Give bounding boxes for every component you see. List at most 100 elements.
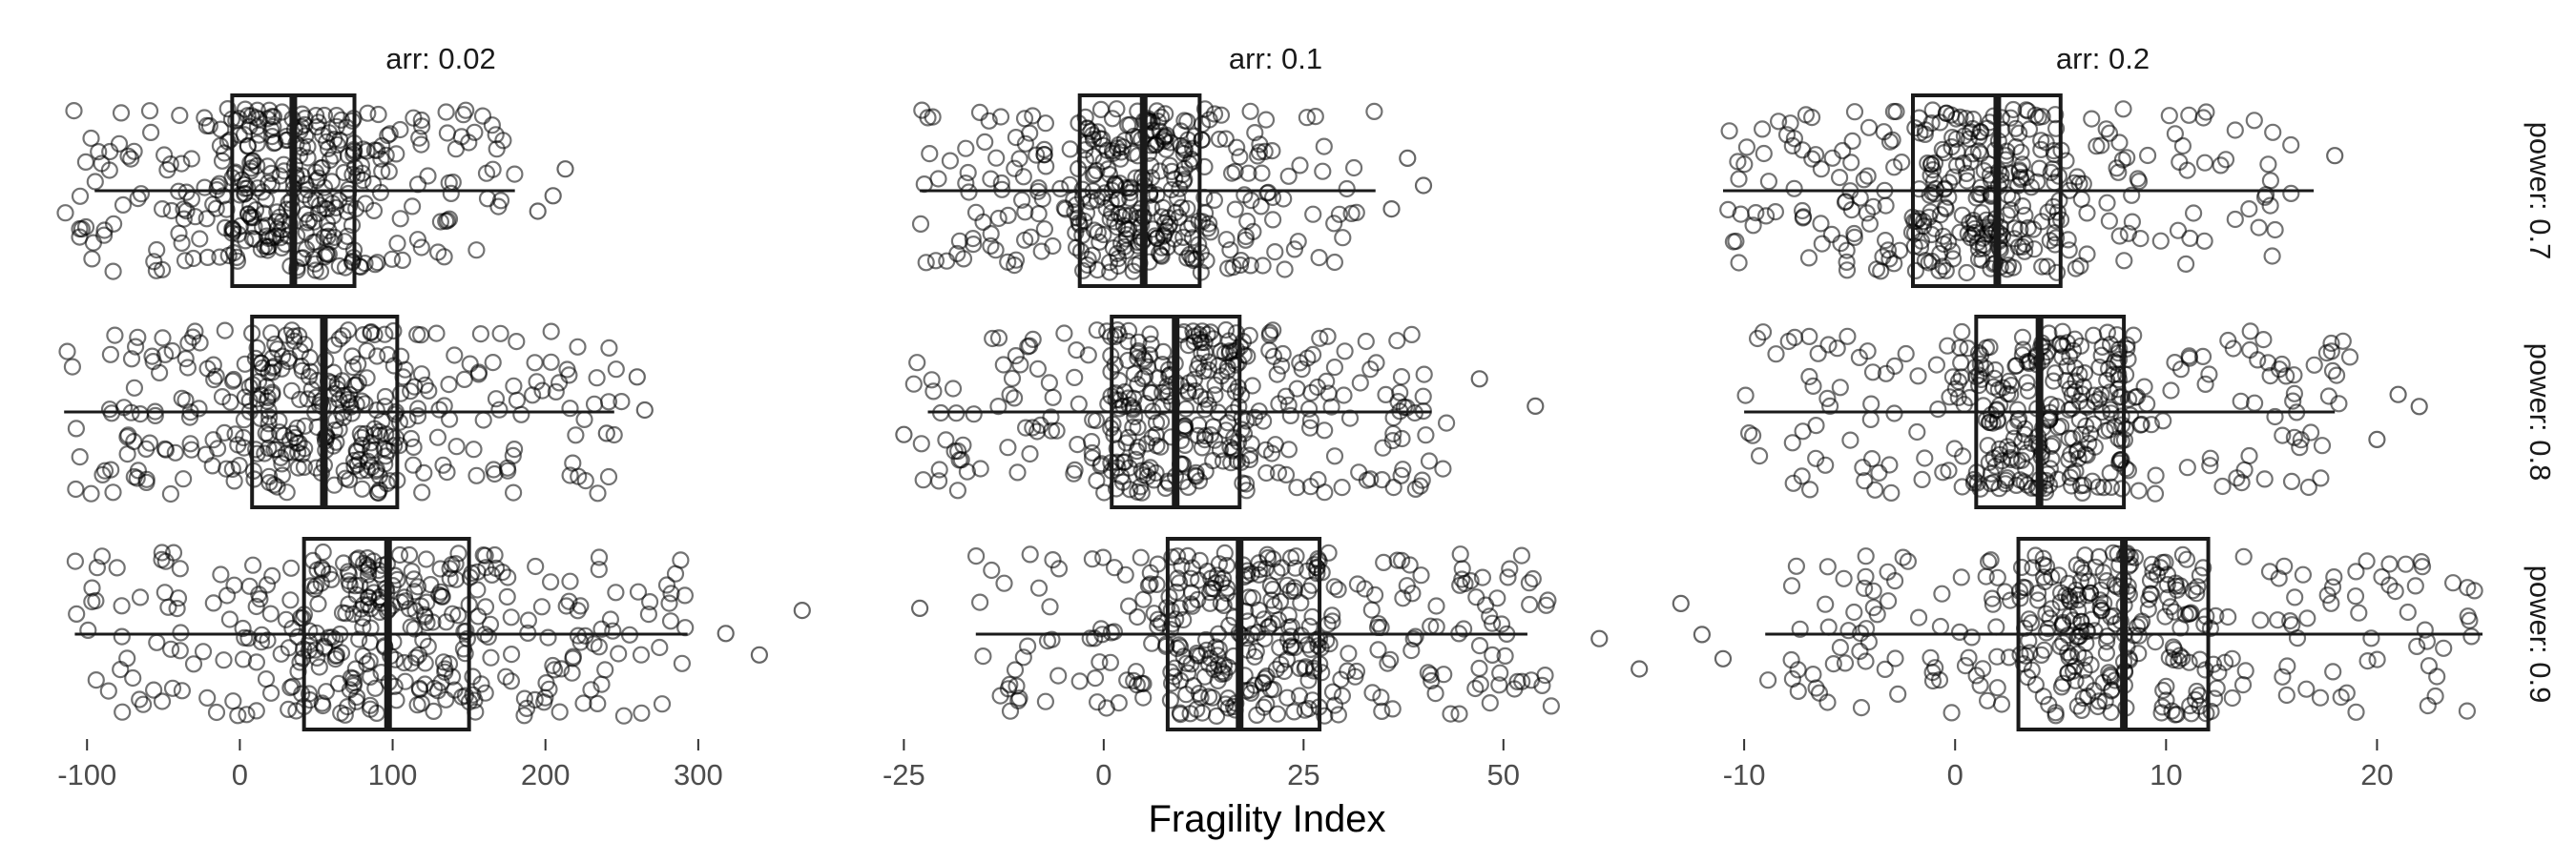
data-point (2282, 184, 2300, 202)
data-point (1851, 642, 1869, 661)
data-point (220, 610, 239, 628)
data-point (114, 399, 134, 417)
data-point (356, 255, 374, 273)
data-point (1755, 144, 1773, 163)
data-point (266, 134, 284, 152)
data-point (1308, 630, 1326, 649)
data-point (1794, 209, 1812, 227)
data-point (2098, 571, 2116, 590)
data-point (1304, 205, 1322, 223)
data-point (260, 415, 278, 433)
data-point (1121, 115, 1139, 134)
data-point (181, 435, 199, 453)
data-point (957, 175, 975, 193)
data-point (95, 221, 114, 239)
data-point (1877, 196, 1895, 215)
data-point (1906, 119, 1924, 137)
data-point (1392, 551, 1411, 569)
data-point (173, 154, 191, 173)
data-point (345, 451, 364, 470)
data-point (68, 605, 86, 624)
data-point (1834, 141, 1852, 160)
data-point (1044, 550, 1062, 569)
data-point (1925, 219, 1943, 237)
data-point (392, 347, 410, 365)
data-point (1174, 228, 1193, 246)
data-point (590, 561, 608, 579)
data-point (1316, 421, 1334, 440)
data-point (2090, 390, 2109, 408)
data-point (657, 576, 676, 594)
data-point (964, 230, 982, 248)
data-point (1990, 440, 2008, 458)
data-point (1492, 615, 1511, 633)
data-point (2334, 332, 2352, 350)
data-point (487, 390, 506, 408)
x-tick-label: 0 (1095, 758, 1111, 791)
data-point (1163, 162, 1181, 180)
data-point (2091, 591, 2109, 609)
data-point (1937, 199, 1955, 217)
data-point (173, 234, 191, 252)
column-strip-label: arr: 0.02 (385, 42, 495, 75)
data-point (380, 162, 398, 180)
data-point (1974, 229, 1992, 247)
data-point (2166, 125, 2184, 143)
data-point (2346, 587, 2365, 606)
data-point (2047, 263, 2067, 281)
data-point (1100, 166, 1119, 184)
data-point (1947, 130, 1965, 148)
data-point (1210, 130, 1229, 149)
data-point (1426, 684, 1444, 703)
data-point (1083, 550, 1102, 568)
data-point (1484, 646, 1502, 665)
data-point (335, 163, 353, 182)
data-point (2053, 322, 2071, 340)
data-point (1373, 702, 1391, 721)
data-point (2368, 650, 2386, 668)
data-point (366, 679, 384, 697)
data-point (1971, 355, 1989, 373)
data-point (1005, 389, 1024, 407)
data-point (1241, 102, 1259, 120)
data-point (1845, 224, 1863, 243)
data-point (1187, 463, 1205, 482)
data-point (104, 215, 123, 233)
data-point (2016, 420, 2034, 438)
data-point (1857, 620, 1876, 638)
data-point (1838, 261, 1857, 279)
data-point (1879, 592, 1898, 610)
data-point (1070, 395, 1088, 413)
data-point (1322, 398, 1340, 416)
data-point (314, 543, 332, 562)
data-point (1946, 380, 1964, 398)
data-point (1885, 571, 1904, 590)
data-point (118, 649, 136, 668)
data-point (387, 145, 405, 163)
data-point (2263, 247, 2281, 265)
outlier-point (2326, 147, 2344, 165)
data-point (994, 356, 1012, 374)
data-point (1797, 106, 1816, 124)
data-point (2061, 380, 2079, 398)
data-point (2167, 577, 2185, 595)
data-point (921, 145, 939, 163)
data-point (1767, 345, 1785, 363)
data-point (2034, 688, 2052, 706)
data-point (1756, 207, 1776, 225)
data-point (1108, 453, 1126, 471)
data-point (1314, 162, 1332, 180)
data-point (316, 178, 334, 196)
data-point (2059, 664, 2077, 682)
data-point (1953, 478, 1971, 496)
data-point (1185, 370, 1204, 388)
data-point (1254, 412, 1273, 430)
data-point (71, 219, 89, 238)
data-point (1864, 197, 1882, 216)
data-point (1194, 704, 1212, 722)
data-point (415, 463, 433, 482)
facet-cell (895, 315, 1545, 509)
data-point (2285, 366, 2303, 384)
data-point (483, 116, 502, 134)
row-strip-labels: power: 0.7 power: 0.8 power: 0.9 (2524, 122, 2557, 704)
